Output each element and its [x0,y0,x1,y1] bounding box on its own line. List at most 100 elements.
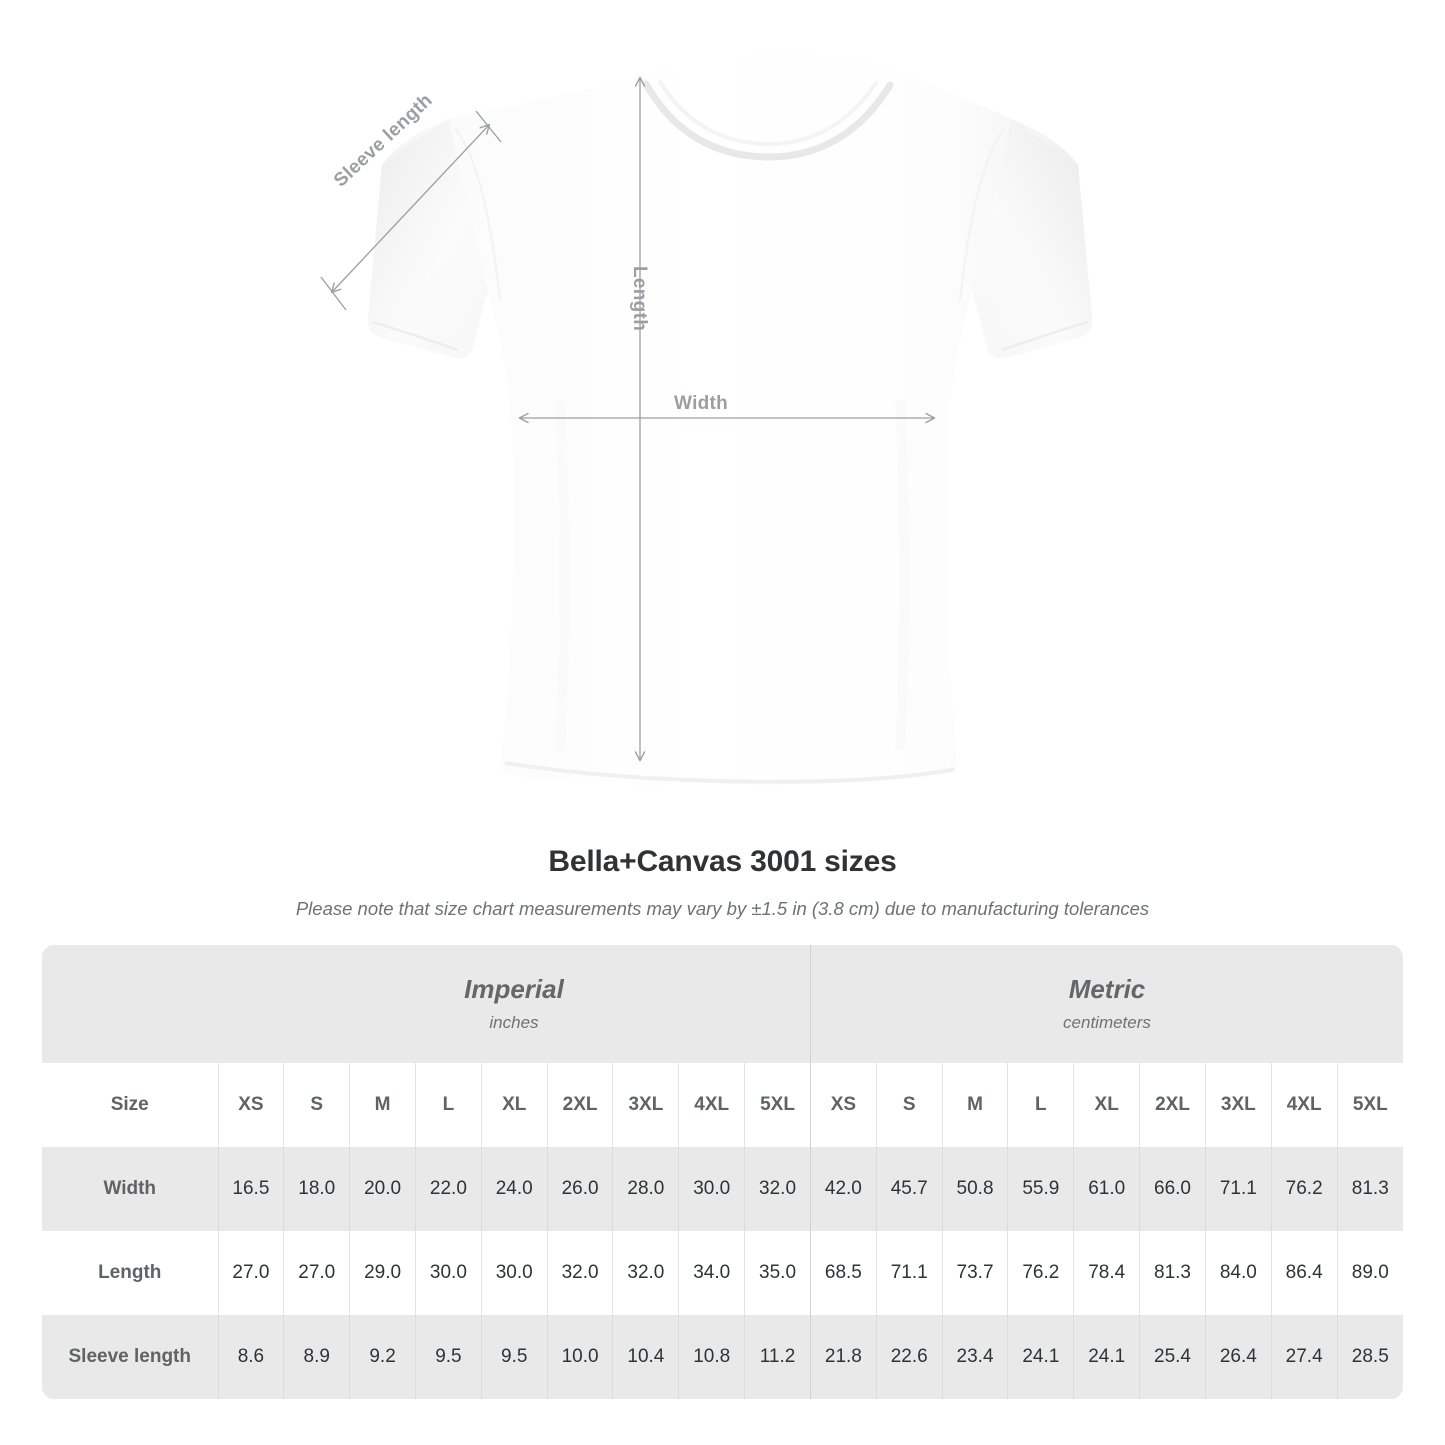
size-header-metric-4xl: 4XL [1270,1063,1338,1147]
shirt-body-shape [367,53,1093,788]
cell-value: 27.4 [1285,1346,1323,1367]
cell-value: 28.0 [627,1178,665,1199]
fabric-fold-right [895,399,910,751]
cell-value: 73.7 [956,1262,994,1283]
size-header-imperial-3xl: 3XL [612,1063,679,1147]
cell-value: 61.0 [1088,1178,1126,1199]
cell-sleeve-length-imperial-l: 9.5 [414,1315,482,1399]
cell-length-imperial-l: 30.0 [414,1231,482,1315]
cell-length-imperial-xl: 30.0 [480,1231,548,1315]
left-sleeve-hem [371,320,459,352]
size-header-imperial-s: S [283,1063,350,1147]
cell-sleeve-length-metric-xs: 21.8 [809,1315,877,1399]
cell-value: 30.0 [693,1178,731,1199]
cell-length-imperial-m: 29.0 [349,1231,416,1315]
tshirt-diagram: Sleeve length Length Width [320,53,1093,788]
size-grid: Imperial inches Metric centimeters Size XS S M L… [42,945,1403,1399]
size-header-text: 4XL [694,1094,730,1115]
size-header-text: 2XL [562,1094,598,1115]
cell-value: 68.5 [824,1262,862,1283]
sleeve-tick-lower [320,276,347,311]
cell-value: 89.0 [1351,1262,1389,1283]
cell-sleeve-length-metric-2xl: 25.4 [1139,1315,1206,1399]
cell-value: 22.6 [890,1346,928,1367]
unit-name: Metric [1068,973,1146,1004]
size-header-metric-xs: XS [809,1063,877,1147]
dimension-lines [320,76,936,762]
size-header-imperial-l: L [414,1063,482,1147]
cell-value: 9.2 [369,1346,396,1367]
cell-value: 28.5 [1351,1346,1389,1367]
cell-value: 25.4 [1154,1346,1191,1367]
cell-value: 27.0 [298,1262,336,1283]
table-row: Width 16.5 18.0 20.0 22.0 24.0 26.0 28.0 30.0 32.… [42,1147,1403,1231]
cell-sleeve-length-metric-s: 22.6 [875,1315,943,1399]
unit-header-metric: Metric centimeters [809,945,1403,1063]
cell-sleeve-length-metric-3xl: 26.4 [1204,1315,1272,1399]
cell-value: 21.8 [824,1346,862,1367]
cell-width-metric-s: 45.7 [875,1147,943,1231]
cell-length-metric-4xl: 86.4 [1270,1231,1338,1315]
unit-header-row: Imperial inches Metric centimeters [42,945,1403,1063]
cell-value: 76.2 [1022,1262,1060,1283]
size-header-imperial-m: M [349,1063,416,1147]
cell-width-metric-2xl: 66.0 [1139,1147,1206,1231]
size-header-text: XL [1094,1094,1119,1115]
cell-value: 32.0 [759,1178,797,1199]
right-shoulder-seam [958,127,1006,301]
cell-width-metric-m: 50.8 [941,1147,1008,1231]
cell-value: 71.1 [1219,1178,1257,1199]
cell-value: 10.0 [561,1346,599,1367]
cell-value: 16.5 [232,1178,270,1199]
cell-sleeve-length-imperial-m: 9.2 [349,1315,416,1399]
cell-value: 84.0 [1219,1262,1257,1283]
size-header-text: 4XL [1286,1094,1322,1115]
cell-value: 24.1 [1022,1346,1060,1367]
page-title: Bella+Canvas 3001 sizes [548,845,897,878]
cell-length-metric-m: 73.7 [941,1231,1008,1315]
cell-value: 34.0 [693,1262,731,1283]
size-header-text: XS [238,1094,264,1115]
cell-sleeve-length-imperial-2xl: 10.0 [546,1315,613,1399]
unit-subtitle: inches [489,1013,539,1033]
cell-width-imperial-l: 22.0 [414,1147,482,1231]
row-label-text: Length [98,1262,162,1283]
cell-value: 9.5 [435,1346,462,1367]
size-header-metric-2xl: 2XL [1139,1063,1206,1147]
unit-header-imperial: Imperial inches [218,945,811,1063]
size-header-metric-l: L [1007,1063,1074,1147]
cell-value: 27.0 [232,1262,270,1283]
tolerance-note: Please note that size chart measurements… [295,898,1150,919]
size-header-metric-xl: XL [1073,1063,1140,1147]
cell-value: 22.0 [429,1178,467,1199]
cell-length-imperial-xs: 27.0 [217,1231,284,1315]
size-header-imperial-xl: XL [480,1063,548,1147]
cell-length-imperial-s: 27.0 [283,1231,350,1315]
cell-length-metric-xs: 68.5 [809,1231,877,1315]
cell-length-metric-2xl: 81.3 [1139,1231,1206,1315]
cell-width-imperial-m: 20.0 [349,1147,416,1231]
cell-value: 30.0 [495,1262,533,1283]
cell-value: 86.4 [1285,1262,1323,1283]
cell-length-metric-5xl: 89.0 [1336,1231,1403,1315]
cell-sleeve-length-metric-xl: 24.1 [1073,1315,1140,1399]
cell-sleeve-length-metric-4xl: 27.4 [1270,1315,1338,1399]
cell-value: 50.8 [956,1178,994,1199]
row-label-length: Length [42,1231,218,1315]
cell-sleeve-length-imperial-xl: 9.5 [480,1315,548,1399]
unit-name: Imperial [464,973,564,1004]
cell-width-imperial-3xl: 28.0 [612,1147,679,1231]
cell-sleeve-length-imperial-4xl: 10.8 [678,1315,745,1399]
bottom-hem [504,761,956,784]
size-header-text: S [902,1094,916,1115]
cell-value: 66.0 [1154,1178,1191,1199]
size-header-row: Size XS S M L XL 2XL 3XL 4XL 5XL XS S M L XL 2XL 3XL 4XL 5… [42,1063,1403,1147]
unit-subtitle: centimeters [1063,1013,1151,1033]
size-header-text: M [374,1094,391,1115]
cell-length-metric-l: 76.2 [1007,1231,1074,1315]
cell-length-imperial-3xl: 32.0 [612,1231,679,1315]
cell-value: 76.2 [1285,1178,1323,1199]
cell-value: 71.1 [890,1262,928,1283]
cell-width-imperial-xs: 16.5 [217,1147,284,1231]
cell-value: 10.8 [693,1346,731,1367]
